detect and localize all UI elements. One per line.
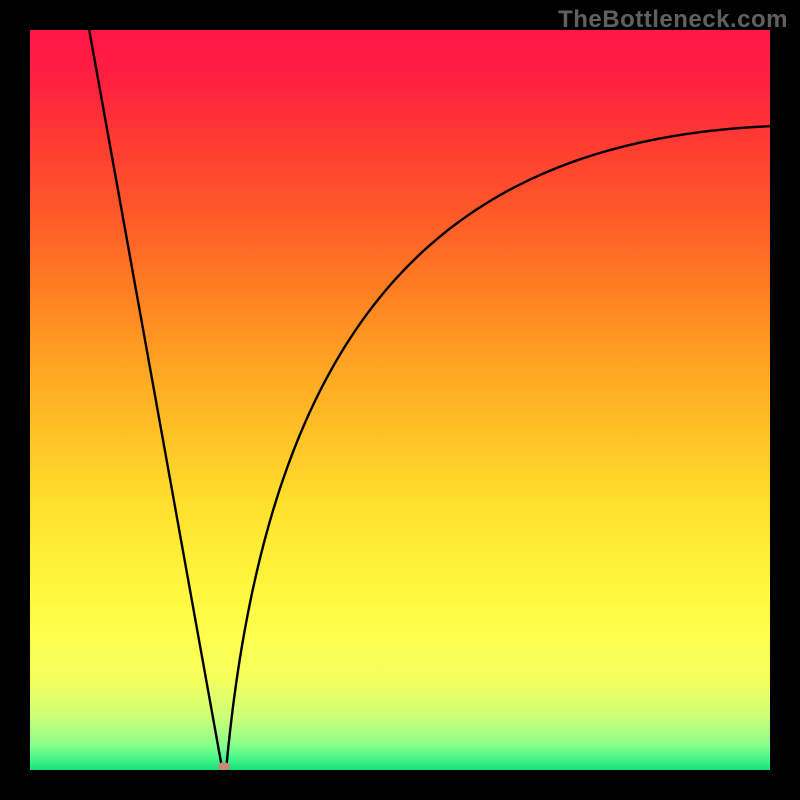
chart-frame: TheBottleneck.com [0,0,800,800]
optimum-marker [218,762,230,770]
chart-plot-area [30,30,770,770]
chart-background [30,30,770,770]
watermark-text: TheBottleneck.com [558,6,788,34]
chart-svg [30,30,770,770]
